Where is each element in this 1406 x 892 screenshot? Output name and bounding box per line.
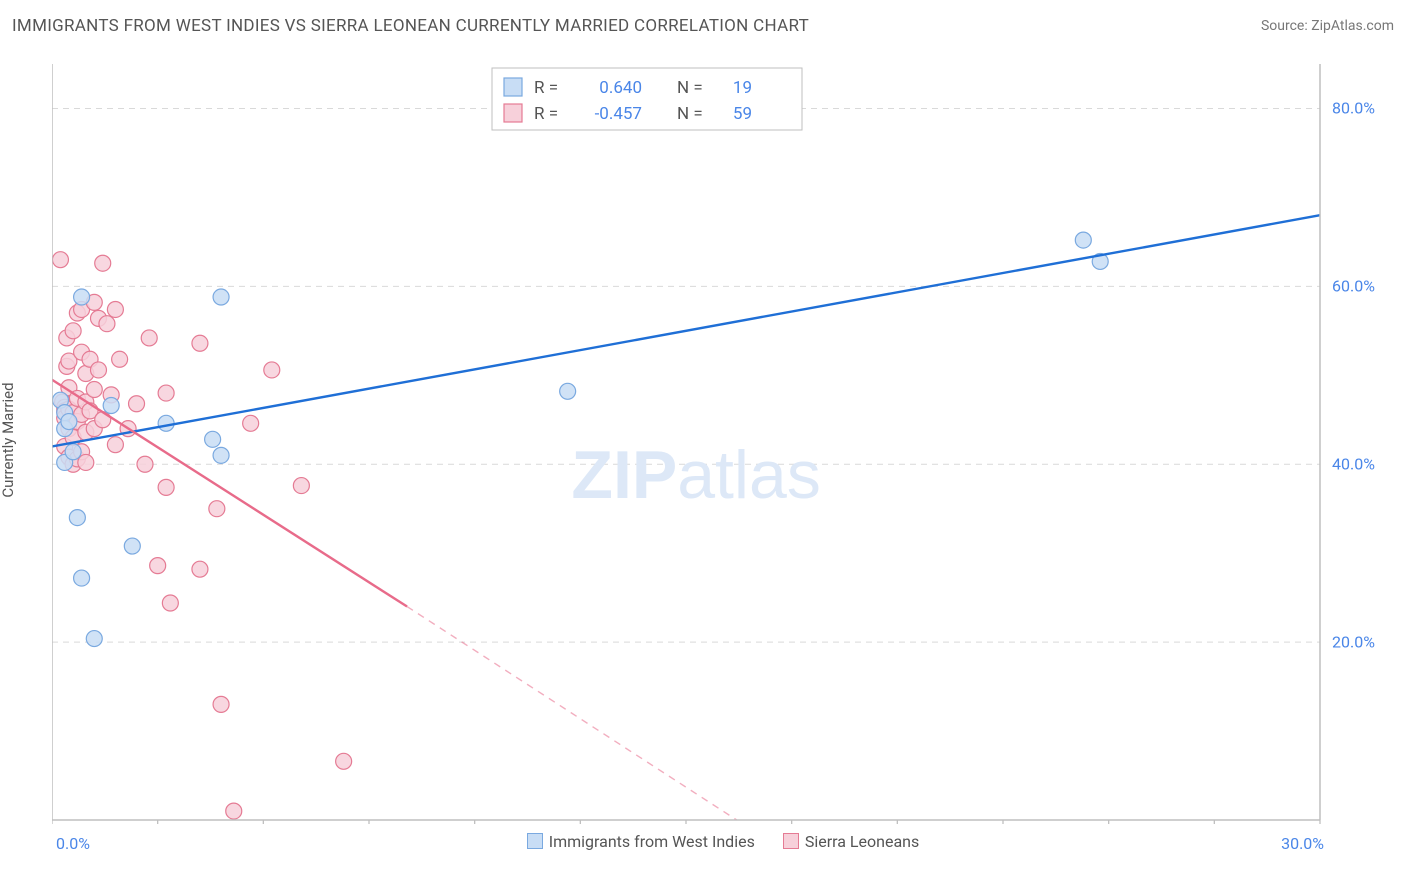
- data-point: [141, 330, 157, 346]
- data-point: [103, 398, 119, 414]
- data-point: [243, 415, 259, 431]
- data-point: [74, 570, 90, 586]
- chart-svg: ZIPatlas R = 0.640 N = 19 R = -0.457 N = 59: [52, 54, 1394, 824]
- data-point: [158, 385, 174, 401]
- data-point: [213, 447, 229, 463]
- data-point: [52, 252, 68, 268]
- data-point: [162, 595, 178, 611]
- data-point: [107, 301, 123, 317]
- y-tick-label: 40.0%: [1332, 455, 1375, 474]
- x-tick-label: 30.0%: [1281, 834, 1324, 853]
- correlation-chart: ZIPatlasR =0.640N =19R =-0.457N =59 0.0%…: [52, 54, 1394, 824]
- legend-swatch: [504, 104, 522, 122]
- data-point: [192, 561, 208, 577]
- data-point: [205, 431, 221, 447]
- data-point: [560, 383, 576, 399]
- y-tick-label: 80.0%: [1332, 99, 1375, 118]
- data-point: [61, 414, 77, 430]
- y-tick-label: 20.0%: [1332, 633, 1375, 652]
- chart-title: IMMIGRANTS FROM WEST INDIES VS SIERRA LE…: [12, 16, 809, 36]
- data-point: [226, 803, 242, 819]
- data-point: [99, 316, 115, 332]
- data-point: [192, 335, 208, 351]
- data-point: [69, 510, 85, 526]
- data-point: [1075, 232, 1091, 248]
- data-point: [78, 454, 94, 470]
- regression-line-extrapolated: [407, 607, 737, 820]
- data-point: [74, 289, 90, 305]
- legend-r-label: R =: [534, 104, 558, 124]
- watermark: ZIPatlas: [571, 437, 820, 513]
- data-point: [95, 412, 111, 428]
- legend-swatch: [504, 78, 522, 96]
- data-point: [293, 478, 309, 494]
- data-point: [65, 444, 81, 460]
- legend-n-label: N =: [677, 78, 703, 98]
- legend-n-value: 19: [733, 78, 752, 98]
- data-point: [95, 255, 111, 271]
- data-point: [65, 323, 81, 339]
- legend-label: Immigrants from West Indies: [549, 832, 755, 851]
- legend-swatch: [527, 833, 543, 849]
- legend-swatch: [783, 833, 799, 849]
- data-point: [90, 362, 106, 378]
- data-point: [213, 289, 229, 305]
- data-point: [124, 538, 140, 554]
- y-axis-label: Currently Married: [0, 382, 17, 497]
- data-point: [209, 501, 225, 517]
- data-point: [86, 631, 102, 647]
- y-tick-label: 60.0%: [1332, 277, 1375, 296]
- legend-label: Sierra Leoneans: [805, 832, 919, 851]
- data-point: [107, 437, 123, 453]
- data-point: [264, 362, 280, 378]
- data-point: [336, 753, 352, 769]
- data-point: [213, 696, 229, 712]
- legend-n-value: 59: [733, 104, 752, 124]
- x-tick-label: 0.0%: [56, 834, 90, 853]
- data-point: [158, 479, 174, 495]
- data-point: [129, 396, 145, 412]
- legend-r-value: 0.640: [599, 78, 642, 98]
- data-point: [137, 456, 153, 472]
- data-point: [158, 415, 174, 431]
- regression-line: [52, 215, 1320, 446]
- legend-r-label: R =: [534, 78, 558, 98]
- data-point: [86, 382, 102, 398]
- data-point: [150, 558, 166, 574]
- legend-r-value: -0.457: [595, 104, 642, 124]
- data-point: [112, 351, 128, 367]
- legend-n-label: N =: [677, 104, 703, 124]
- source-attribution: Source: ZipAtlas.com: [1261, 18, 1394, 34]
